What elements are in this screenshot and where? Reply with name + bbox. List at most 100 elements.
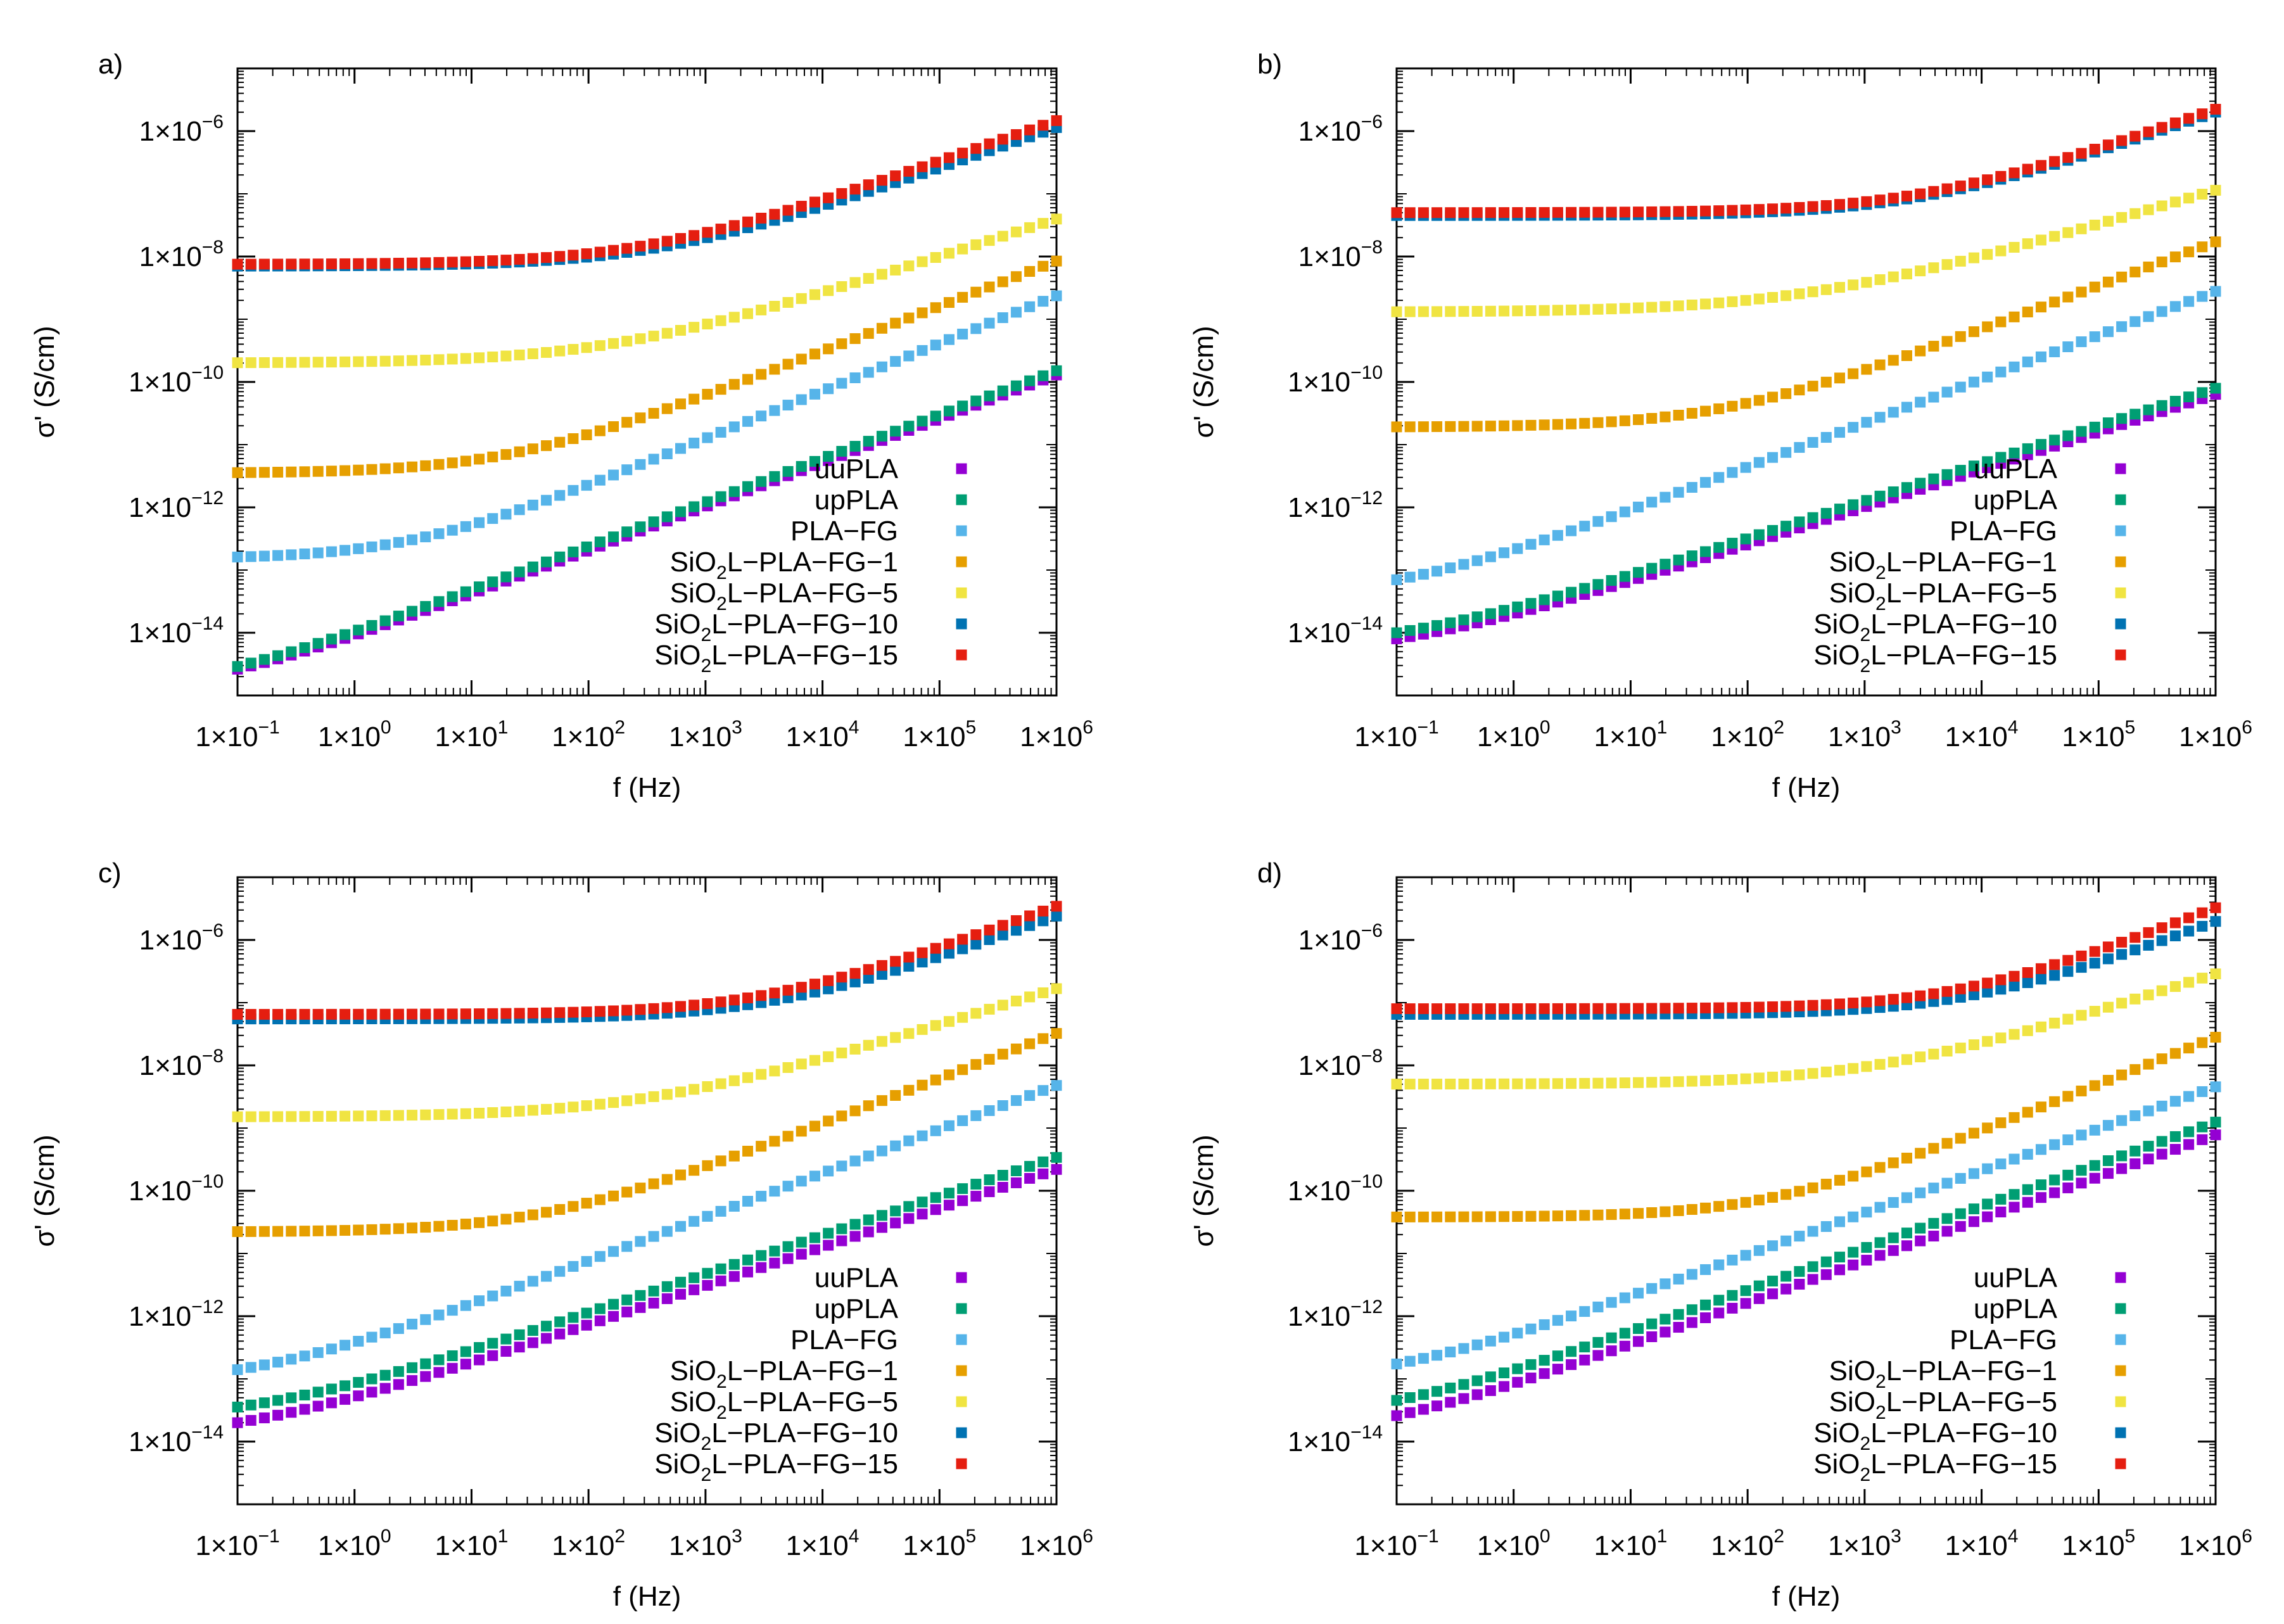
x-tick-label: 1×102 xyxy=(552,717,625,752)
data-point xyxy=(1539,1078,1550,1089)
y-tick-label-base: 1×10 xyxy=(1298,241,1361,272)
data-point xyxy=(258,1111,270,1122)
data-point xyxy=(1941,336,1953,347)
data-point xyxy=(648,331,659,342)
data-point xyxy=(1700,205,1711,217)
data-point xyxy=(809,388,820,400)
data-point xyxy=(379,1327,391,1338)
legend-label-part: SiO xyxy=(654,1449,701,1480)
data-point xyxy=(1861,277,1872,288)
data-point xyxy=(2049,435,2060,446)
data-point xyxy=(407,606,418,617)
data-point xyxy=(2022,967,2033,978)
data-point xyxy=(675,1001,686,1012)
data-point xyxy=(849,1105,861,1117)
data-point xyxy=(2062,227,2074,238)
data-point xyxy=(460,521,471,532)
data-point xyxy=(1592,516,1604,527)
x-tick-label: 1×101 xyxy=(1594,717,1668,752)
legend-label-part: SiO xyxy=(1829,578,1875,609)
data-point xyxy=(1445,1003,1456,1015)
data-point xyxy=(1767,524,1779,536)
data-point xyxy=(1539,1003,1550,1014)
data-point xyxy=(1713,403,1725,414)
legend-label-part: uuPLA xyxy=(815,454,899,485)
legend-label-part: SiO xyxy=(1813,1449,1860,1480)
data-point xyxy=(675,232,686,244)
legend-label-part: upPLA xyxy=(1974,485,2058,516)
data-point xyxy=(2116,413,2128,424)
data-point xyxy=(1794,1186,1805,1197)
data-point xyxy=(460,1359,471,1370)
data-point xyxy=(1995,366,2007,377)
data-point xyxy=(1834,1216,1845,1228)
data-point xyxy=(1525,1078,1537,1089)
data-point xyxy=(2008,970,2020,982)
data-point xyxy=(326,546,337,557)
data-point xyxy=(514,1008,525,1019)
data-point xyxy=(1780,521,1792,532)
data-point xyxy=(1794,1279,1805,1290)
data-point xyxy=(474,517,485,528)
legend-label: SiO2L−PLA−FG−1 xyxy=(1829,547,2057,583)
data-point xyxy=(581,541,592,552)
x-tick-label-base: 1×10 xyxy=(1945,1530,2008,1561)
data-point xyxy=(823,975,834,986)
data-point xyxy=(581,1198,592,1209)
data-point xyxy=(608,1246,619,1257)
data-point xyxy=(554,1204,566,1215)
data-point xyxy=(2022,307,2033,318)
data-point xyxy=(1767,1071,1779,1082)
data-point xyxy=(621,1294,633,1305)
legend-label-part: SiO xyxy=(670,547,716,578)
data-point xyxy=(675,506,686,517)
x-tick-label: 1×103 xyxy=(1828,717,1901,752)
x-tick-label-exponent: 1 xyxy=(498,1526,509,1547)
data-point xyxy=(1037,120,1049,131)
data-point xyxy=(1834,504,1845,515)
data-point xyxy=(474,581,485,592)
legend-label-part: SiO xyxy=(654,1418,701,1449)
data-point xyxy=(1566,1346,1577,1357)
data-point xyxy=(1445,1079,1456,1090)
data-point xyxy=(393,536,404,548)
data-point xyxy=(1727,296,1738,307)
data-point xyxy=(2143,989,2154,1001)
data-point xyxy=(1566,418,1577,429)
data-point xyxy=(1820,1256,1832,1267)
data-point xyxy=(1727,467,1738,478)
data-point xyxy=(1767,203,1779,215)
data-point xyxy=(769,987,780,999)
data-point xyxy=(1024,1160,1036,1172)
data-point xyxy=(769,1065,780,1077)
data-point xyxy=(1887,1157,1899,1169)
data-point xyxy=(1955,255,1966,267)
data-point xyxy=(447,1008,458,1020)
data-point xyxy=(1874,274,1886,286)
legend-label: SiO2L−PLA−FG−5 xyxy=(670,578,898,614)
data-point xyxy=(286,1407,297,1418)
data-point xyxy=(286,1354,297,1365)
data-point xyxy=(1485,1078,1496,1089)
data-point xyxy=(312,638,324,649)
data-point xyxy=(1982,456,1993,467)
data-point xyxy=(1794,1000,1805,1012)
data-point xyxy=(876,322,887,334)
x-tick-label-exponent: 2 xyxy=(1773,717,1784,738)
data-point xyxy=(433,1367,445,1378)
data-point xyxy=(339,1008,351,1020)
data-point xyxy=(1592,417,1604,428)
data-point xyxy=(823,451,834,462)
data-point xyxy=(997,231,1008,242)
data-point xyxy=(1820,999,1832,1010)
data-point xyxy=(1727,1290,1738,1301)
data-point xyxy=(1928,1183,1939,1194)
data-point xyxy=(594,425,606,436)
data-point xyxy=(1807,436,1818,448)
data-point xyxy=(957,943,968,955)
data-point xyxy=(326,466,337,477)
data-point xyxy=(407,534,418,545)
data-point xyxy=(514,253,525,265)
data-point xyxy=(2156,935,2167,946)
data-point xyxy=(2169,981,2181,993)
